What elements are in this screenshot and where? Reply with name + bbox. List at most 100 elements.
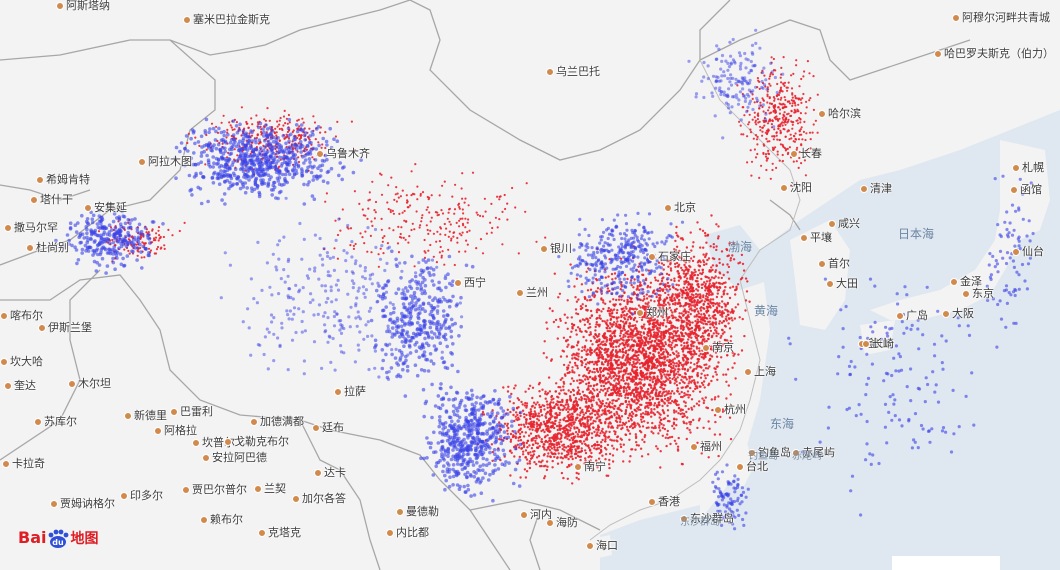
data-point — [596, 287, 600, 290]
data-point — [680, 266, 683, 270]
data-point — [595, 448, 598, 451]
data-point — [576, 413, 579, 416]
data-point — [641, 438, 644, 441]
data-point — [583, 462, 586, 465]
data-point — [522, 441, 526, 445]
data-point — [543, 448, 546, 451]
data-point — [671, 390, 674, 393]
data-point — [668, 436, 672, 439]
data-point — [502, 386, 505, 389]
data-point — [718, 285, 721, 289]
data-point — [738, 316, 741, 319]
data-point — [558, 421, 561, 424]
data-point — [749, 128, 752, 131]
data-point — [738, 261, 742, 264]
data-point — [696, 280, 699, 283]
data-point — [625, 355, 628, 358]
data-point — [543, 404, 546, 408]
data-point — [668, 340, 671, 343]
data-point — [553, 272, 556, 275]
data-point — [612, 374, 615, 378]
data-point — [523, 468, 527, 471]
data-point — [609, 383, 613, 386]
data-point — [767, 152, 770, 155]
data-point — [644, 352, 648, 355]
data-point — [681, 314, 685, 317]
data-point — [506, 408, 509, 411]
data-point — [538, 445, 541, 448]
data-point — [725, 380, 728, 383]
data-point — [700, 356, 703, 359]
data-point — [650, 410, 653, 413]
data-point — [692, 255, 696, 258]
data-point — [674, 239, 677, 243]
data-point — [726, 310, 729, 313]
data-point — [752, 137, 755, 140]
data-point — [631, 324, 635, 328]
data-point — [680, 324, 683, 327]
data-point — [600, 384, 603, 388]
data-point — [572, 323, 576, 327]
data-point — [517, 430, 520, 434]
data-point — [534, 435, 538, 438]
data-point — [673, 279, 676, 283]
data-point — [797, 103, 800, 106]
data-point — [729, 286, 732, 289]
data-point — [521, 453, 525, 456]
data-point — [730, 316, 733, 320]
data-point — [703, 231, 707, 235]
data-point — [546, 440, 549, 444]
data-point — [711, 408, 714, 412]
data-point — [598, 338, 601, 341]
data-point — [639, 298, 642, 302]
data-point — [574, 308, 578, 311]
data-point — [178, 229, 181, 233]
data-point — [658, 355, 661, 359]
data-point — [633, 421, 636, 424]
data-point — [619, 332, 622, 335]
data-point — [693, 315, 696, 318]
data-point — [640, 389, 643, 392]
data-point — [687, 302, 690, 306]
data-point — [698, 354, 701, 357]
data-point — [696, 365, 699, 368]
data-point — [713, 326, 716, 329]
data-point — [542, 454, 546, 457]
data-point — [546, 410, 550, 414]
data-point — [657, 309, 660, 312]
data-point — [775, 131, 778, 134]
data-point — [767, 109, 770, 112]
data-point — [549, 416, 552, 419]
data-point — [616, 325, 620, 329]
data-point — [670, 314, 673, 317]
data-point — [581, 318, 585, 321]
data-point — [681, 296, 684, 299]
data-point — [527, 434, 531, 437]
data-point — [619, 420, 622, 424]
data-point — [787, 81, 790, 84]
data-point — [681, 408, 684, 412]
data-point — [750, 160, 754, 163]
data-point — [615, 374, 618, 378]
data-point — [580, 447, 583, 450]
data-point — [548, 437, 551, 440]
data-point — [533, 406, 536, 409]
data-point — [675, 225, 678, 229]
data-point — [618, 394, 621, 397]
data-point — [198, 144, 201, 147]
data-point — [644, 343, 647, 347]
data-point — [518, 428, 522, 432]
data-point — [565, 355, 569, 358]
data-point — [747, 123, 750, 126]
data-point — [667, 273, 671, 277]
data-point — [741, 276, 744, 280]
data-point — [580, 330, 583, 333]
data-point — [706, 329, 710, 332]
data-point — [770, 123, 774, 126]
data-point — [685, 422, 688, 425]
data-point — [798, 85, 801, 88]
data-point — [634, 433, 637, 436]
data-point — [619, 385, 623, 389]
data-point — [702, 312, 706, 316]
